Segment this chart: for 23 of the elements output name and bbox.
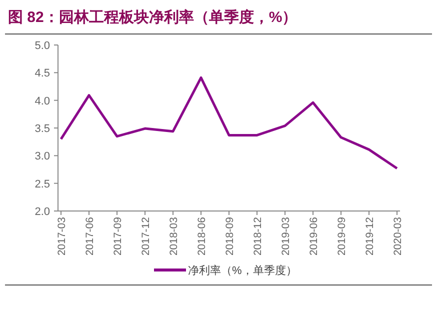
x-tick-label: 2020-03 [392, 216, 404, 256]
y-tick-label: 4.0 [34, 95, 50, 108]
x-tick-label: 2018-09 [224, 216, 236, 256]
x-tick-label: 2018-12 [252, 216, 264, 256]
y-tick-label: 2.0 [34, 206, 50, 218]
y-tick-label: 3.0 [34, 150, 50, 163]
x-tick-label: 2018-03 [168, 216, 180, 256]
y-tick-label: 3.5 [34, 123, 50, 135]
y-tick-label: 5.0 [34, 40, 50, 52]
x-tick-label: 2019-06 [308, 216, 320, 256]
x-tick-label: 2017-06 [84, 216, 96, 256]
y-tick-label: 4.5 [34, 68, 50, 80]
x-tick-label: 2017-09 [112, 216, 124, 256]
y-tick-label: 2.5 [34, 178, 50, 190]
x-tick-label: 2019-09 [336, 216, 348, 256]
x-tick-label: 2017-12 [140, 216, 152, 256]
x-tick-label: 2017-03 [56, 216, 68, 256]
title: 图 82：园林工程板块净利率（单季度，%） [8, 9, 298, 26]
legend-label: 净利率（%，单季度） [188, 264, 297, 277]
x-tick-label: 2019-03 [280, 216, 292, 256]
x-tick-label: 2019-12 [364, 216, 376, 256]
legend: 净利率（%，单季度） [154, 265, 297, 277]
x-tick-label: 2018-06 [196, 216, 208, 256]
